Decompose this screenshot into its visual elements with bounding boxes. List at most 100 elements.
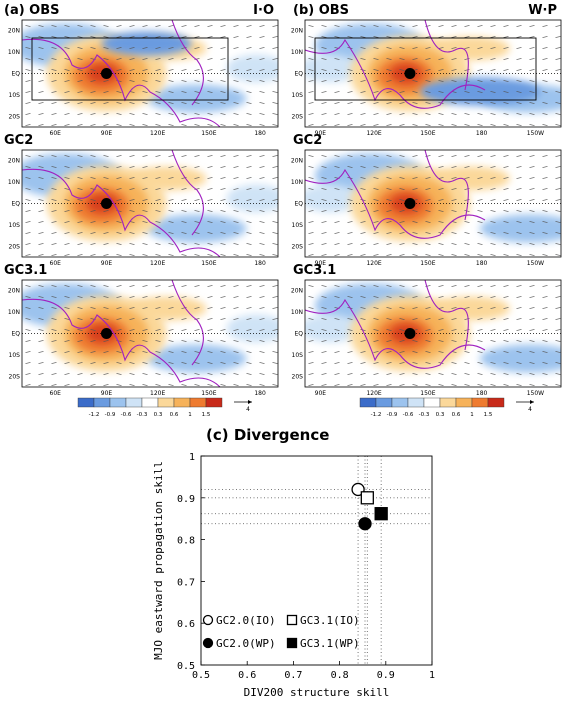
wind-vector bbox=[412, 25, 418, 27]
wind-vector bbox=[181, 307, 187, 309]
wind-vector bbox=[542, 47, 548, 49]
wind-vector bbox=[220, 329, 226, 331]
wind-vector bbox=[207, 199, 213, 201]
wind-vector bbox=[503, 296, 509, 298]
wind-vector bbox=[399, 221, 405, 223]
lat-label: 20S bbox=[292, 113, 304, 120]
wind-vector bbox=[412, 124, 418, 126]
wind-vector bbox=[38, 373, 44, 375]
wind-vector bbox=[412, 58, 418, 60]
lat-label: 10N bbox=[291, 49, 303, 56]
wind-vector bbox=[220, 102, 226, 104]
wind-vector bbox=[194, 351, 200, 353]
wind-vector bbox=[555, 384, 561, 386]
wind-vector bbox=[181, 69, 187, 71]
panel-label: GC2 bbox=[293, 133, 322, 148]
colorbar-box bbox=[455, 397, 473, 408]
wind-vector bbox=[321, 340, 327, 342]
wind-vector bbox=[259, 36, 265, 38]
wind-vector bbox=[334, 384, 340, 386]
wind-vector bbox=[207, 69, 213, 71]
wind-vector bbox=[168, 373, 174, 375]
wind-vector bbox=[529, 113, 535, 115]
wind-vector bbox=[181, 210, 187, 212]
wind-vector bbox=[451, 307, 457, 309]
wind-vector bbox=[516, 285, 522, 287]
wind-vector bbox=[220, 296, 226, 298]
wind-vector bbox=[308, 296, 314, 298]
colorbar-box bbox=[407, 397, 425, 408]
wind-vector bbox=[451, 124, 457, 126]
map-frame bbox=[21, 149, 279, 258]
wind-vector bbox=[64, 351, 70, 353]
wind-vector bbox=[207, 373, 213, 375]
wind-vector bbox=[194, 232, 200, 234]
wind-vector bbox=[347, 329, 353, 331]
wind-vector bbox=[272, 329, 278, 331]
y-tick-label: 0.9 bbox=[177, 494, 195, 505]
wind-vector bbox=[516, 243, 522, 245]
wind-vector bbox=[555, 166, 561, 168]
wind-vector bbox=[464, 69, 470, 71]
wind-vector bbox=[360, 177, 366, 179]
wind-vector bbox=[181, 243, 187, 245]
wind-vector bbox=[64, 296, 70, 298]
wind-vector bbox=[477, 384, 483, 386]
wind-vector bbox=[155, 307, 161, 309]
wind-vector bbox=[529, 384, 535, 386]
lat-label: 20N bbox=[8, 158, 20, 165]
wind-vector bbox=[64, 166, 70, 168]
panel-label: GC3.1 bbox=[4, 263, 47, 278]
wind-vector bbox=[38, 199, 44, 201]
wind-vector bbox=[116, 102, 122, 104]
wind-vector bbox=[542, 254, 548, 256]
wind-vector bbox=[451, 318, 457, 320]
wind-vector bbox=[360, 188, 366, 190]
wind-vector bbox=[555, 285, 561, 287]
wind-vector bbox=[103, 124, 109, 126]
wind-vector bbox=[399, 80, 405, 82]
wind-vector bbox=[246, 373, 252, 375]
lon-label: 90E bbox=[101, 130, 113, 137]
wind-vector bbox=[347, 351, 353, 353]
wind-vector bbox=[490, 80, 496, 82]
wind-vector bbox=[464, 199, 470, 201]
wind-vector bbox=[425, 362, 431, 364]
wind-vector bbox=[321, 329, 327, 331]
wind-vector bbox=[233, 188, 239, 190]
map-frame bbox=[304, 279, 562, 388]
lat-label: EQ bbox=[294, 331, 303, 338]
plot-frame bbox=[200, 455, 433, 666]
wind-vector bbox=[272, 307, 278, 309]
wind-vector bbox=[220, 384, 226, 386]
wind-vector bbox=[334, 36, 340, 38]
wind-vector bbox=[347, 80, 353, 82]
colorbar-box bbox=[173, 397, 191, 408]
wind-vector bbox=[233, 318, 239, 320]
wind-vector bbox=[399, 58, 405, 60]
wind-vector bbox=[438, 210, 444, 212]
wind-vector bbox=[194, 340, 200, 342]
wind-vector bbox=[308, 102, 314, 104]
wind-vector bbox=[103, 373, 109, 375]
y-tick-label: 0.7 bbox=[177, 577, 195, 588]
wind-vector bbox=[168, 221, 174, 223]
wind-vector bbox=[51, 113, 57, 115]
wind-vector bbox=[464, 373, 470, 375]
wind-vector bbox=[207, 80, 213, 82]
wind-vector bbox=[360, 351, 366, 353]
wind-vector bbox=[246, 232, 252, 234]
wind-vector bbox=[542, 36, 548, 38]
wind-vector bbox=[490, 199, 496, 201]
wind-vector bbox=[399, 199, 405, 201]
wind-vector bbox=[529, 210, 535, 212]
lat-label: 10N bbox=[8, 309, 20, 316]
wind-vector bbox=[464, 285, 470, 287]
wind-vector bbox=[373, 296, 379, 298]
wind-vector bbox=[477, 25, 483, 27]
wind-vector bbox=[555, 124, 561, 126]
wind-vector bbox=[399, 351, 405, 353]
wind-vector bbox=[90, 351, 96, 353]
wind-vector bbox=[334, 221, 340, 223]
wind-vector bbox=[77, 69, 83, 71]
